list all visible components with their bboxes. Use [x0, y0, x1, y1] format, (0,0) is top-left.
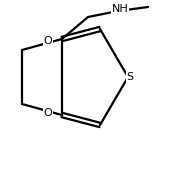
Text: O: O [44, 108, 52, 118]
Text: S: S [126, 72, 134, 82]
Text: O: O [44, 36, 52, 46]
Text: NH: NH [112, 4, 128, 14]
